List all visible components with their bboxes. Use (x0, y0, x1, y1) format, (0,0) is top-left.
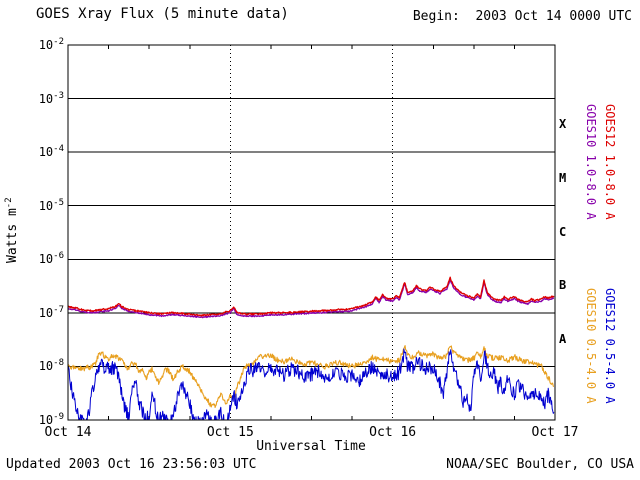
legend-goes12-1-0-8-0-a: GOES12 1.0-8.0 A (603, 104, 617, 220)
x-tick-label: Oct 17 (531, 425, 579, 440)
legend-goes10-0-5-4-0-a: GOES10 0.5-4.0 A (584, 288, 598, 404)
y-tick-label: 10-9 (38, 412, 64, 427)
flare-class-label-x: X (559, 117, 567, 132)
y-tick-label: 10-7 (38, 304, 64, 320)
x-tick-label: Oct 16 (369, 425, 417, 440)
x-tick-label: Oct 15 (206, 425, 254, 440)
series-line-goes10-0-5-4-0-a (68, 345, 555, 409)
flare-class-label-m: M (559, 170, 567, 185)
y-axis-label: Watts m-2 (4, 130, 20, 330)
legend-goes10-1-0-8-0-a: GOES10 1.0-8.0 A (584, 104, 598, 220)
flare-class-label-a: A (559, 331, 567, 346)
y-tick-label: 10-6 (38, 251, 64, 267)
y-tick-label: 10-5 (38, 197, 64, 213)
y-tick-label: 10-2 (38, 37, 64, 52)
chart-title: GOES Xray Flux (5 minute data) (36, 6, 289, 22)
series-line-goes12-0-5-4-0-a (68, 348, 555, 420)
flare-class-label-c: C (559, 224, 567, 239)
flare-class-label-b: B (559, 278, 567, 293)
series-line-goes12-1-0-8-0-a (68, 276, 555, 317)
series-line-goes10-1-0-8-0-a (68, 279, 555, 319)
source-credit: NOAA/SEC Boulder, CO USA (446, 457, 634, 472)
plot-border (67, 44, 556, 421)
legend-goes12-0-5-4-0-a: GOES12 0.5-4.0 A (603, 288, 617, 404)
x-tick-label: Oct 14 (44, 425, 92, 440)
x-axis-label: Universal Time (256, 439, 366, 454)
updated-timestamp: Updated 2003 Oct 16 23:56:03 UTC (6, 457, 257, 472)
y-tick-label: 10-8 (38, 358, 64, 374)
grid-lines (68, 45, 555, 420)
y-tick-label: 10-3 (38, 90, 64, 106)
y-tick-label: 10-4 (38, 144, 64, 160)
begin-timestamp: Begin: 2003 Oct 14 0000 UTC (412, 9, 632, 24)
